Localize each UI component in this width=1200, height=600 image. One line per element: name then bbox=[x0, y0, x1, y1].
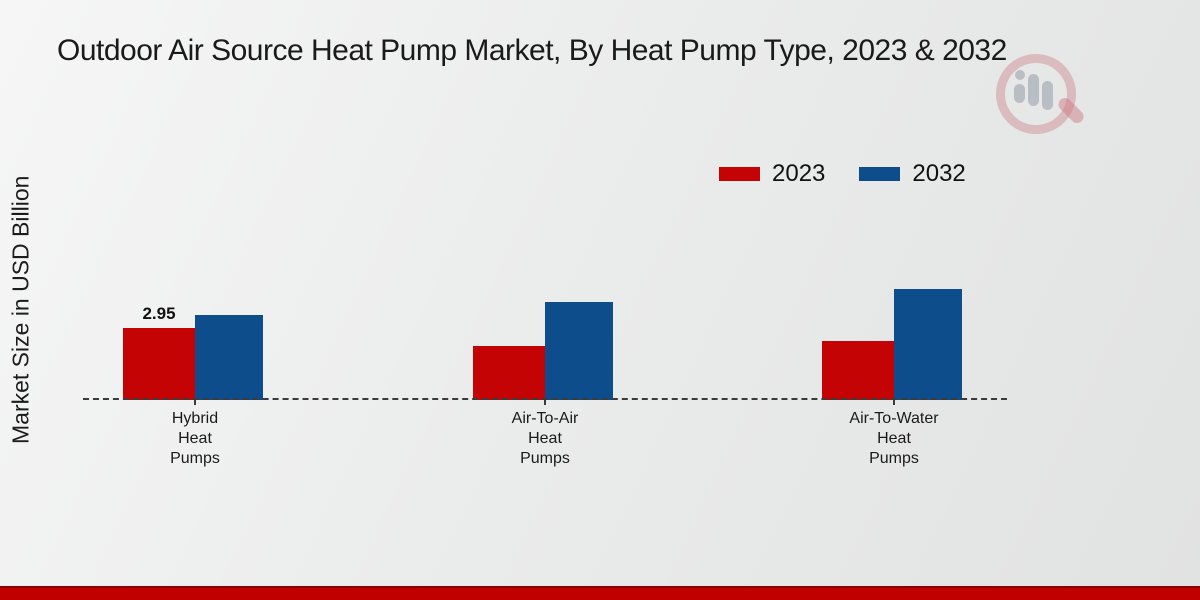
bar-2032-air-to-air-heat-pumps bbox=[545, 302, 613, 400]
logo-bar-icon bbox=[1028, 74, 1039, 106]
legend-item-2032: 2032 bbox=[859, 160, 966, 188]
chart-title: Outdoor Air Source Heat Pump Market, By … bbox=[57, 34, 1007, 67]
logo-dot-icon bbox=[1015, 70, 1025, 80]
x-axis-category-label: Air-To-Water Heat Pumps bbox=[849, 410, 939, 467]
legend-swatch-2023 bbox=[719, 167, 760, 181]
x-axis-category-label: Air-To-Air Heat Pumps bbox=[511, 410, 579, 467]
legend-swatch-2032 bbox=[859, 167, 901, 181]
legend-label-2023: 2023 bbox=[772, 160, 826, 187]
x-axis-tick bbox=[194, 400, 196, 405]
legend-label-2032: 2032 bbox=[912, 160, 966, 187]
magnifier-bar-chart-logo-icon bbox=[994, 50, 1104, 145]
magnifier-ring-icon bbox=[996, 54, 1076, 134]
bar-2023-air-to-water-heat-pumps bbox=[822, 341, 894, 400]
x-axis-category-label: Hybrid Heat Pumps bbox=[170, 410, 220, 467]
x-axis-tick bbox=[893, 400, 895, 405]
bar-value-label: 2.95 bbox=[142, 304, 176, 323]
bar-2032-air-to-water-heat-pumps bbox=[894, 289, 962, 400]
legend: 2023 2032 bbox=[719, 160, 966, 188]
x-axis-tick bbox=[544, 400, 546, 405]
logo-bar-icon bbox=[1014, 84, 1025, 103]
legend-item-2023: 2023 bbox=[719, 160, 825, 188]
y-axis-label: Market Size in USD Billion bbox=[7, 175, 34, 445]
bar-2023-air-to-air-heat-pumps bbox=[473, 346, 545, 400]
bar-2023-hybrid-heat-pumps bbox=[123, 328, 195, 400]
footer-accent-bar bbox=[0, 586, 1200, 600]
logo-bar-icon bbox=[1042, 81, 1053, 110]
x-axis-baseline bbox=[83, 398, 1007, 400]
bar-2032-hybrid-heat-pumps bbox=[195, 315, 263, 400]
